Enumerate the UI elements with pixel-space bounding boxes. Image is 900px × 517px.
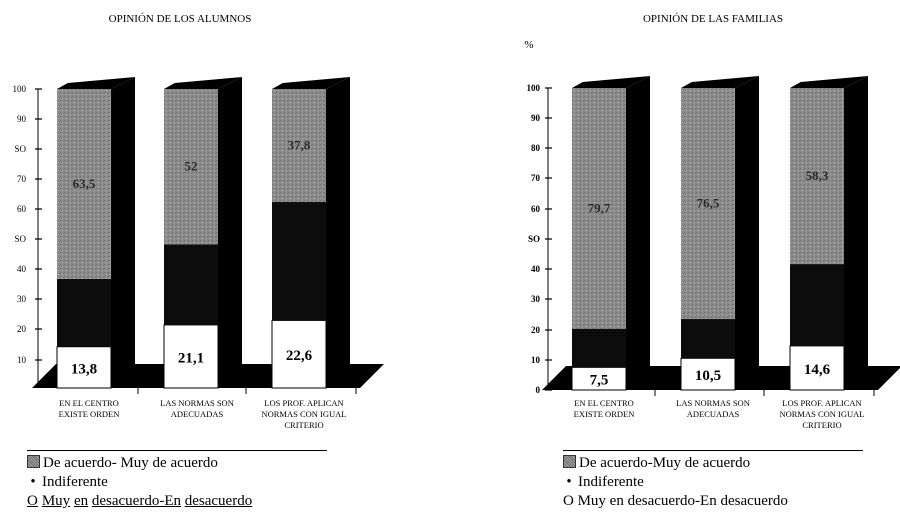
legend-word: desacuerdo xyxy=(184,493,253,509)
bar-segment-agree xyxy=(681,88,735,320)
bar-segment-indifferent xyxy=(681,319,735,359)
category-label: ADECUADAS xyxy=(687,409,740,419)
bar-segment-disagree xyxy=(56,346,112,389)
y-tick-label: 70 xyxy=(17,174,27,184)
legend-word: Muy xyxy=(41,493,71,509)
legend-rule xyxy=(563,450,863,451)
bar-segment-agree xyxy=(790,88,844,265)
category-label: LOS PROF. APLICAN xyxy=(782,398,861,408)
y-tick-label: 60 xyxy=(531,204,541,214)
data-label-disagree: 14,6 xyxy=(804,362,831,378)
bar-side xyxy=(111,77,135,388)
bar-side xyxy=(218,77,242,388)
bar-top xyxy=(790,76,868,88)
bar-side xyxy=(326,77,350,388)
y-tick-label: 90 xyxy=(17,114,27,124)
category-label: LAS NORMAS SON xyxy=(160,398,234,408)
category-label: EN EL CENTRO xyxy=(574,398,634,408)
category-label: EXISTE ORDEN xyxy=(59,409,120,419)
bar-segment-agree xyxy=(272,89,326,203)
bar-top xyxy=(272,77,350,89)
data-label-agree: 37,8 xyxy=(288,138,311,153)
y-tick-label: 60 xyxy=(17,204,27,214)
bullet-icon: • xyxy=(30,474,36,490)
data-label-agree: 79,7 xyxy=(588,200,611,215)
legend-families: De acuerdo-Muy de acuerdo • Indiferente O… xyxy=(563,450,863,511)
legend-item-indifferent: • Indiferente xyxy=(563,473,863,492)
bar-top xyxy=(57,77,135,89)
y-tick-label: 40 xyxy=(17,264,27,274)
category-label: LAS NORMAS SON xyxy=(676,398,750,408)
category-label: CRITERIO xyxy=(284,420,323,430)
y-tick-label: SO xyxy=(14,144,26,154)
chart-title: OPINIÓN DE LAS FAMILIAS xyxy=(643,13,783,25)
y-tick-label: 100 xyxy=(13,84,27,94)
y-axis-label: % xyxy=(524,39,533,51)
legend-students: De acuerdo- Muy de acuerdo • Indiferente … xyxy=(27,450,327,511)
y-tick-label: SO xyxy=(14,234,26,244)
data-label-disagree: 21,1 xyxy=(178,350,204,366)
y-tick-label: 30 xyxy=(531,294,541,304)
legend-item-agree: De acuerdo-Muy de acuerdo xyxy=(563,454,863,473)
bar-segment-disagree xyxy=(680,357,736,391)
category-label: EN EL CENTRO xyxy=(59,398,119,408)
y-tick-label: 30 xyxy=(17,294,27,304)
data-label-agree: 76,5 xyxy=(697,196,720,211)
data-label-disagree: 10,5 xyxy=(695,368,721,384)
legend-marker-o: O xyxy=(27,493,38,509)
bar-side xyxy=(626,76,650,390)
category-label: CRITERIO xyxy=(802,420,841,430)
legend-item-indifferent: • Indiferente xyxy=(27,473,327,492)
bar-segment-agree xyxy=(164,89,218,245)
data-label-agree: 52 xyxy=(185,159,198,174)
data-label-agree: 58,3 xyxy=(806,168,829,183)
y-tick-label: 20 xyxy=(17,324,27,334)
legend-word: en xyxy=(73,493,89,509)
agree-swatch-icon xyxy=(563,455,576,468)
bar-segment-indifferent xyxy=(57,278,111,347)
category-label: LOS PROF. APLICAN xyxy=(264,398,343,408)
chart-title: OPINIÓN DE LOS ALUMNOS xyxy=(109,13,252,25)
y-tick-label: 0 xyxy=(536,385,541,395)
category-label: ADECUADAS xyxy=(171,409,224,419)
y-tick-label: 20 xyxy=(531,325,541,335)
data-label-disagree: 22,6 xyxy=(286,348,313,364)
legend-item-disagree: O Muy en desacuerdo-En desacuerdo xyxy=(563,493,788,509)
category-label: NORMAS CON IGUAL xyxy=(779,409,864,419)
bullet-icon: • xyxy=(566,474,572,490)
legend-word: desacuerdo-En xyxy=(91,493,181,509)
bar-segment-agree xyxy=(572,88,626,329)
bar-segment-disagree xyxy=(163,324,219,389)
y-tick-label: 90 xyxy=(531,113,541,123)
bar-segment-indifferent xyxy=(572,328,626,368)
bar-segment-agree xyxy=(57,89,111,279)
data-label-agree: 63,5 xyxy=(73,176,96,191)
data-label-disagree: 7,5 xyxy=(590,373,609,389)
y-tick-label: SO xyxy=(528,234,540,244)
legend-rule xyxy=(27,450,327,451)
y-tick-label: 10 xyxy=(17,355,27,365)
bar-side xyxy=(844,76,868,390)
bar-segment-indifferent xyxy=(272,202,326,321)
legend-item-agree: De acuerdo- Muy de acuerdo xyxy=(27,454,327,473)
legend-item-disagree: O Muy en desacuerdo-En desacuerdo xyxy=(27,492,327,511)
y-tick-label: 80 xyxy=(531,143,541,153)
category-label: EXISTE ORDEN xyxy=(574,409,635,419)
bar-segment-indifferent xyxy=(790,264,844,346)
bar-top xyxy=(572,76,650,88)
bar-segment-disagree xyxy=(789,345,845,391)
y-tick-label: 100 xyxy=(527,83,541,93)
bar-side xyxy=(735,76,759,390)
y-tick-label: 10 xyxy=(531,355,541,365)
data-label-disagree: 13,8 xyxy=(71,361,97,377)
category-label: NORMAS CON IGUAL xyxy=(261,409,346,419)
y-tick-label: 70 xyxy=(531,173,541,183)
agree-swatch-icon xyxy=(27,455,40,468)
bar-top xyxy=(681,76,759,88)
bar-segment-indifferent xyxy=(164,244,218,325)
y-tick-label: 40 xyxy=(531,264,541,274)
bar-top xyxy=(164,77,242,89)
